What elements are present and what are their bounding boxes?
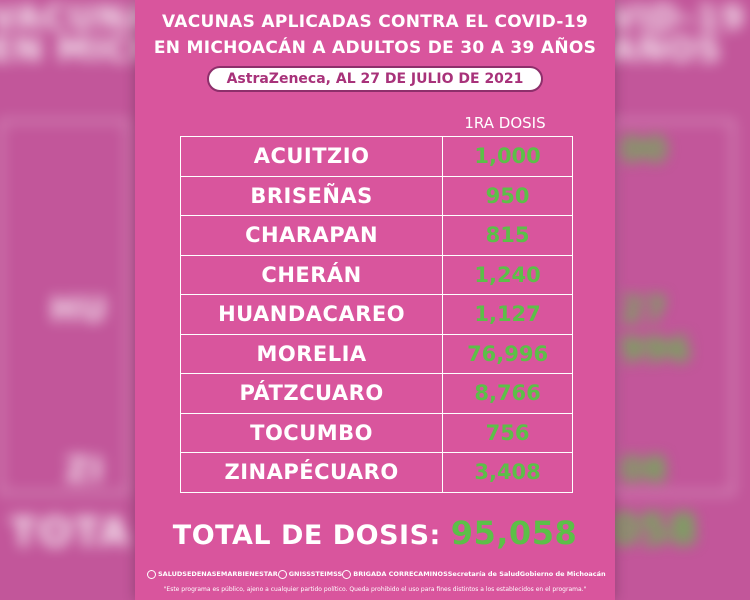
bienestar-logo: BIENESTAR: [237, 570, 278, 578]
secretaria-salud-logo: Secretaría de Salud: [447, 570, 520, 578]
table-row: ZINAPÉCUARO 3,408: [179, 452, 573, 493]
correcaminos-icon: [342, 569, 352, 579]
dose-count: 76,996: [442, 333, 573, 374]
dose-count: 1,127: [442, 294, 573, 335]
table-row: TOCUMBO 756: [179, 412, 573, 453]
title-line-2: EN MICHOACÁN A ADULTOS DE 30 A 39 AÑOS: [153, 38, 597, 58]
municipality-name: CHARAPAN: [179, 215, 444, 256]
municipality-name: PÁTZCUARO: [179, 373, 444, 414]
table-row: CHARAPAN 815: [179, 215, 573, 256]
municipality-name: ACUITZIO: [179, 136, 444, 177]
guardia-nacional-seal-icon: [277, 569, 287, 579]
column-header-first-dose: 1RA DOSIS: [464, 114, 546, 132]
municipality-name: BRISEÑAS: [179, 175, 444, 216]
dose-count: 756: [442, 412, 573, 453]
dose-count: 815: [442, 215, 573, 256]
municipality-name: TOCUMBO: [179, 412, 444, 453]
table-row: BRISEÑAS 950: [179, 175, 573, 216]
table-row: CHERÁN 1,240: [179, 254, 573, 295]
table-row: MORELIA 76,996: [179, 333, 573, 374]
disclaimer: "Este programa es público, ajeno a cualq…: [163, 586, 587, 593]
semar-logo: SEMAR: [211, 570, 238, 578]
table-row: ACUITZIO 1,000: [179, 136, 573, 177]
municipality-name: ZINAPÉCUARO: [179, 452, 444, 493]
dose-count: 1,000: [442, 136, 573, 177]
total-value: 95,058: [450, 514, 578, 552]
brigada-correcaminos-logo: BRIGADA CORRECAMINOS: [342, 569, 448, 579]
dose-count: 950: [442, 175, 573, 216]
title-line-1: VACUNAS APLICADAS CONTRA EL COVID-19: [161, 12, 588, 32]
poster: VACUNAS APLICADAS CONTRA EL COVID-19 EN …: [135, 0, 615, 600]
total-doses: TOTAL DE DOSIS: 95,058: [135, 514, 615, 552]
dose-count: 3,408: [442, 452, 573, 493]
dose-count: 1,240: [442, 254, 573, 295]
issste-logo: ISSSTE: [299, 570, 325, 578]
gn-logo: GN: [277, 569, 300, 579]
imss-logo: IMSS: [324, 570, 343, 578]
salud-logo: SALUD: [147, 569, 182, 579]
municipality-name: CHERÁN: [179, 254, 444, 295]
dose-count: 8,766: [442, 373, 573, 414]
eagle-seal-icon: [147, 569, 156, 579]
sedena-logo: SEDENA: [182, 570, 212, 578]
municipality-name: MORELIA: [179, 333, 444, 374]
gobierno-michoacan-logo: Gobierno de Michoacán: [519, 570, 606, 578]
subtitle: AstraZeneca, AL 27 DE JULIO DE 2021: [207, 66, 543, 92]
total-label: TOTAL DE DOSIS:: [172, 520, 451, 551]
municipality-name: HUANDACAREO: [179, 294, 444, 335]
sponsor-logos: SALUD SEDENA SEMAR BIENESTAR GN ISSSTE I…: [147, 566, 606, 582]
table-row: HUANDACAREO 1,127: [179, 294, 573, 335]
table-row: PÁTZCUARO 8,766: [179, 373, 573, 414]
vaccination-table: ACUITZIO 1,000 BRISEÑAS 950 CHARAPAN 815…: [179, 136, 573, 493]
